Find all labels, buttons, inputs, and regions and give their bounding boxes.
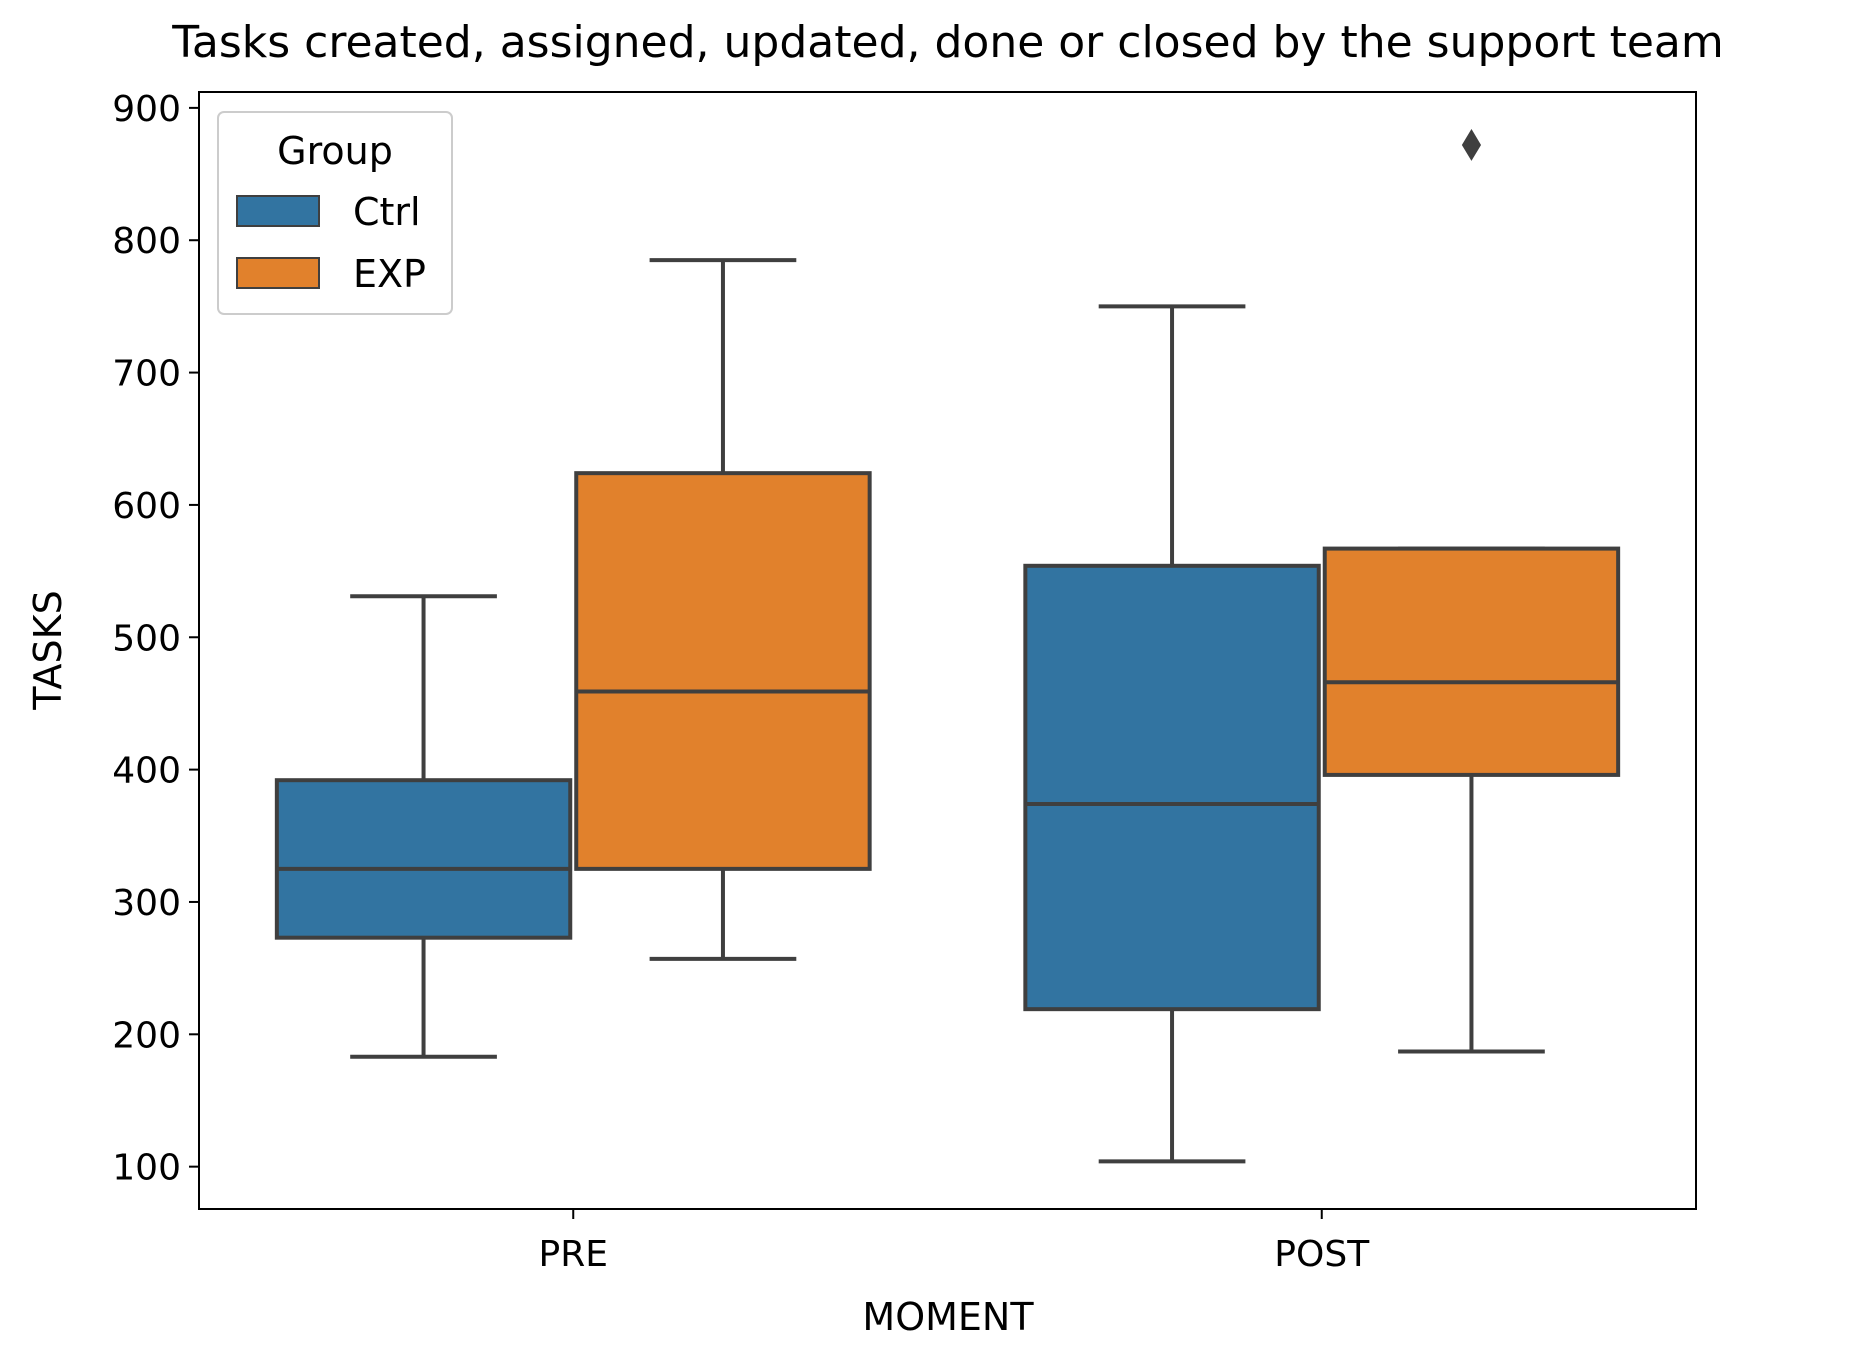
plot-area — [274, 128, 1621, 1164]
outlier-point — [1461, 128, 1482, 161]
y-tick-label: 600 — [112, 486, 181, 527]
y-tick-label: 100 — [112, 1148, 181, 1189]
legend-label-ctrl: Ctrl — [353, 190, 421, 234]
legend: Group Ctrl EXP — [217, 111, 453, 315]
x-tick-label: POST — [1274, 1234, 1370, 1275]
chart-title: Tasks created, assigned, updated, done o… — [171, 17, 1723, 68]
box-body — [1322, 546, 1621, 777]
y-tick-label: 300 — [112, 883, 181, 924]
legend-swatch-ctrl — [236, 195, 320, 227]
legend-swatch-exp — [236, 257, 320, 289]
y-axis-label: TASKS — [26, 590, 70, 710]
box-exp-post — [1322, 128, 1621, 1054]
y-tick-label: 500 — [112, 618, 181, 659]
y-axis: 100 200 300 400 500 600 700 800 900 — [112, 89, 199, 1189]
box-ctrl-pre — [274, 594, 573, 1059]
plot-frame — [198, 91, 1697, 1210]
box-ctrl-post — [1023, 304, 1321, 1164]
box-body — [274, 778, 573, 940]
box-body — [1023, 563, 1321, 1012]
box-body — [574, 471, 872, 871]
x-axis-label: MOMENT — [862, 1295, 1034, 1339]
x-axis: PRE POST — [539, 1209, 1370, 1275]
y-tick-label: 700 — [112, 354, 181, 395]
legend-title: Group — [277, 129, 393, 173]
y-tick-label: 200 — [112, 1015, 181, 1056]
x-tick-label: PRE — [539, 1234, 608, 1275]
legend-label-exp: EXP — [353, 252, 426, 296]
y-tick-label: 900 — [112, 89, 181, 130]
legend-entries: Ctrl EXP — [236, 190, 426, 296]
y-tick-label: 800 — [112, 221, 181, 262]
y-tick-label: 400 — [112, 751, 181, 792]
box-exp-pre — [574, 258, 872, 961]
